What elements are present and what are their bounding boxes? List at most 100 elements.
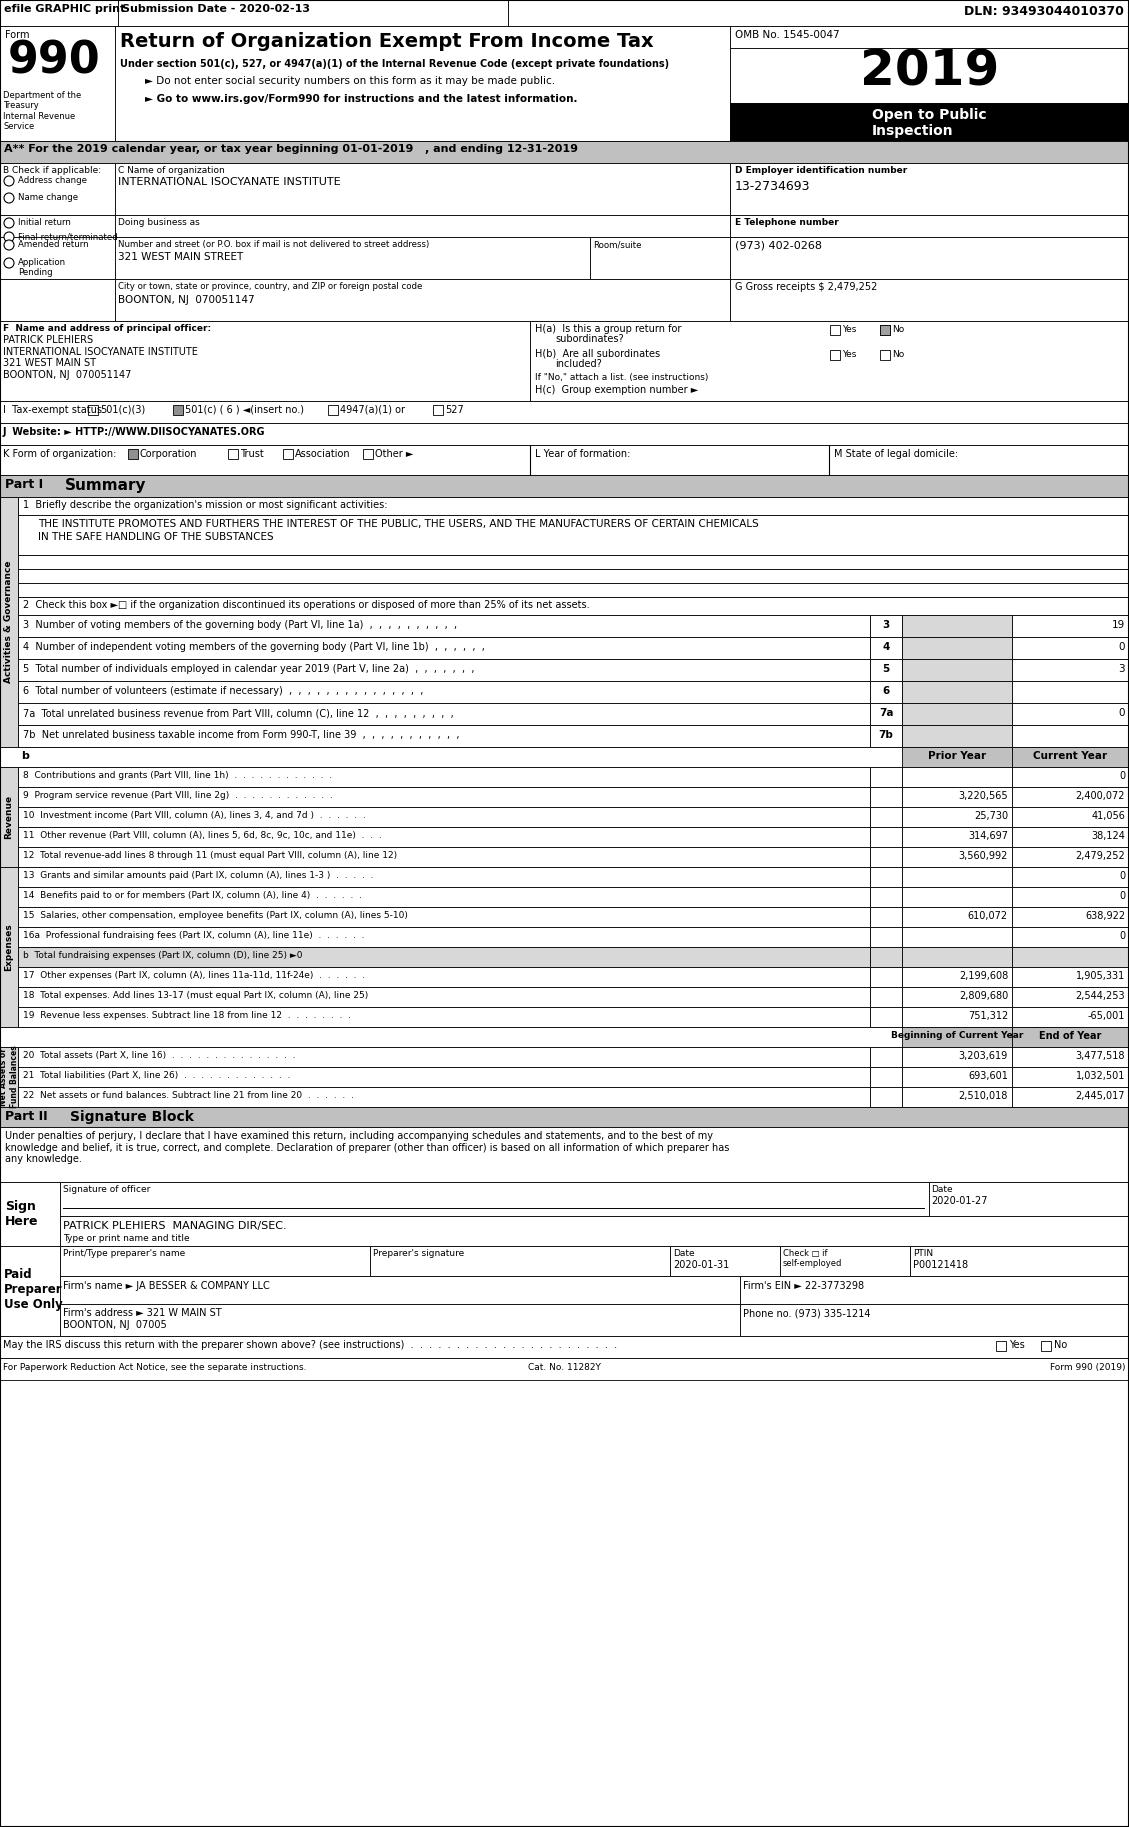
- Bar: [1012, 703, 1129, 725]
- Text: G Gross receipts $ 2,479,252: G Gross receipts $ 2,479,252: [735, 281, 877, 292]
- Bar: [669, 1246, 780, 1275]
- Text: 3,220,565: 3,220,565: [959, 791, 1008, 800]
- Bar: [1012, 886, 1129, 906]
- Bar: [370, 1246, 669, 1275]
- Bar: [18, 886, 870, 906]
- Text: Paid
Preparer
Use Only: Paid Preparer Use Only: [5, 1268, 63, 1312]
- Text: Print/Type preparer's name: Print/Type preparer's name: [63, 1250, 185, 1259]
- Bar: [870, 926, 902, 946]
- Text: 638,922: 638,922: [1085, 912, 1124, 921]
- Bar: [18, 787, 870, 808]
- Text: Yes: Yes: [1009, 1339, 1025, 1350]
- Bar: [18, 808, 870, 828]
- Bar: [902, 787, 1012, 808]
- Text: Date: Date: [931, 1186, 953, 1195]
- Text: 501(c)(3): 501(c)(3): [100, 406, 146, 415]
- Bar: [0, 400, 1129, 424]
- Text: A** For the 2019 calendar year, or tax year beginning 01-01-2019   , and ending : A** For the 2019 calendar year, or tax y…: [5, 144, 578, 153]
- Text: 321 WEST MAIN STREET: 321 WEST MAIN STREET: [119, 252, 243, 261]
- Bar: [0, 163, 115, 216]
- Bar: [530, 322, 1129, 400]
- Bar: [0, 424, 1129, 446]
- Text: M State of legal domicile:: M State of legal domicile:: [834, 449, 959, 459]
- Bar: [902, 660, 1012, 681]
- Text: Return of Organization Exempt From Income Tax: Return of Organization Exempt From Incom…: [120, 33, 654, 51]
- Bar: [1012, 868, 1129, 886]
- Text: PATRICK PLEHIERS  MANAGING DIR/SEC.: PATRICK PLEHIERS MANAGING DIR/SEC.: [63, 1220, 287, 1231]
- Bar: [870, 1087, 902, 1107]
- Text: Sign
Here: Sign Here: [5, 1200, 38, 1228]
- Text: -65,001: -65,001: [1087, 1010, 1124, 1021]
- Bar: [870, 703, 902, 725]
- Text: Form: Form: [5, 29, 29, 40]
- Bar: [0, 238, 115, 280]
- Bar: [60, 1246, 370, 1275]
- Text: Beginning of Current Year: Beginning of Current Year: [891, 1030, 1023, 1040]
- Text: 314,697: 314,697: [968, 831, 1008, 840]
- Bar: [1012, 1067, 1129, 1087]
- Text: Check □ if
self-employed: Check □ if self-employed: [784, 1250, 842, 1268]
- Text: Yes: Yes: [842, 351, 857, 358]
- Text: 3,477,518: 3,477,518: [1076, 1051, 1124, 1061]
- Text: (973) 402-0268: (973) 402-0268: [735, 239, 822, 250]
- Bar: [60, 1275, 739, 1304]
- Text: Signature of officer: Signature of officer: [63, 1186, 150, 1195]
- Text: 4: 4: [882, 641, 890, 652]
- Bar: [18, 681, 870, 703]
- Bar: [0, 1127, 1129, 1182]
- Bar: [0, 475, 1129, 497]
- Bar: [18, 926, 870, 946]
- Text: 0: 0: [1119, 871, 1124, 881]
- Text: 17  Other expenses (Part IX, column (A), lines 11a-11d, 11f-24e)  .  .  .  .  . : 17 Other expenses (Part IX, column (A), …: [23, 970, 365, 979]
- Text: E Telephone number: E Telephone number: [735, 217, 839, 227]
- Bar: [18, 616, 870, 638]
- Bar: [18, 638, 870, 660]
- Bar: [0, 747, 1129, 767]
- Bar: [870, 987, 902, 1007]
- Bar: [0, 1357, 1129, 1379]
- Text: OMB No. 1545-0047: OMB No. 1545-0047: [735, 29, 840, 40]
- Text: 18  Total expenses. Add lines 13-17 (must equal Part IX, column (A), line 25): 18 Total expenses. Add lines 13-17 (must…: [23, 990, 368, 999]
- Text: Firm's EIN ► 22-3773298: Firm's EIN ► 22-3773298: [743, 1281, 864, 1292]
- Text: 21  Total liabilities (Part X, line 26)  .  .  .  .  .  .  .  .  .  .  .  .  .: 21 Total liabilities (Part X, line 26) .…: [23, 1071, 290, 1080]
- Bar: [18, 1007, 870, 1027]
- Text: ► Go to www.irs.gov/Form990 for instructions and the latest information.: ► Go to www.irs.gov/Form990 for instruct…: [145, 93, 578, 104]
- Bar: [1041, 1341, 1051, 1350]
- Bar: [902, 1047, 1012, 1067]
- Text: IN THE SAFE HANDLING OF THE SUBSTANCES: IN THE SAFE HANDLING OF THE SUBSTANCES: [38, 532, 273, 543]
- Text: Submission Date - 2020-02-13: Submission Date - 2020-02-13: [122, 4, 310, 15]
- Text: Part I: Part I: [5, 479, 43, 491]
- Text: Under section 501(c), 527, or 4947(a)(1) of the Internal Revenue Code (except pr: Under section 501(c), 527, or 4947(a)(1)…: [120, 58, 669, 69]
- Text: Expenses: Expenses: [5, 923, 14, 970]
- Text: Trust: Trust: [240, 449, 264, 459]
- Bar: [434, 406, 443, 415]
- Bar: [0, 322, 530, 400]
- Text: Current Year: Current Year: [1033, 751, 1108, 762]
- Bar: [902, 868, 1012, 886]
- Bar: [1012, 725, 1129, 747]
- Bar: [902, 848, 1012, 868]
- Text: City or town, state or province, country, and ZIP or foreign postal code: City or town, state or province, country…: [119, 281, 422, 290]
- Text: Firm's address ► 321 W MAIN ST: Firm's address ► 321 W MAIN ST: [63, 1308, 221, 1317]
- Bar: [870, 966, 902, 987]
- Text: included?: included?: [555, 358, 602, 369]
- Text: 2,400,072: 2,400,072: [1076, 791, 1124, 800]
- Bar: [902, 1087, 1012, 1107]
- Text: 38,124: 38,124: [1091, 831, 1124, 840]
- Bar: [228, 449, 238, 459]
- Text: 14  Benefits paid to or for members (Part IX, column (A), line 4)  .  .  .  .  .: 14 Benefits paid to or for members (Part…: [23, 892, 362, 901]
- Bar: [18, 1087, 870, 1107]
- Text: 0: 0: [1119, 892, 1124, 901]
- Text: K Form of organization:: K Form of organization:: [3, 449, 116, 459]
- Bar: [173, 406, 183, 415]
- Bar: [870, 868, 902, 886]
- Bar: [0, 1027, 1129, 1047]
- Text: 3  Number of voting members of the governing body (Part VI, line 1a)  ,  ,  ,  ,: 3 Number of voting members of the govern…: [23, 619, 457, 630]
- Text: 2,809,680: 2,809,680: [959, 990, 1008, 1001]
- Text: 1  Briefly describe the organization's mission or most significant activities:: 1 Briefly describe the organization's mi…: [23, 501, 387, 510]
- Bar: [18, 1067, 870, 1087]
- Text: 15  Salaries, other compensation, employee benefits (Part IX, column (A), lines : 15 Salaries, other compensation, employe…: [23, 912, 408, 921]
- Text: Open to Public
Inspection: Open to Public Inspection: [873, 108, 987, 139]
- Bar: [1012, 616, 1129, 638]
- Bar: [0, 1047, 18, 1107]
